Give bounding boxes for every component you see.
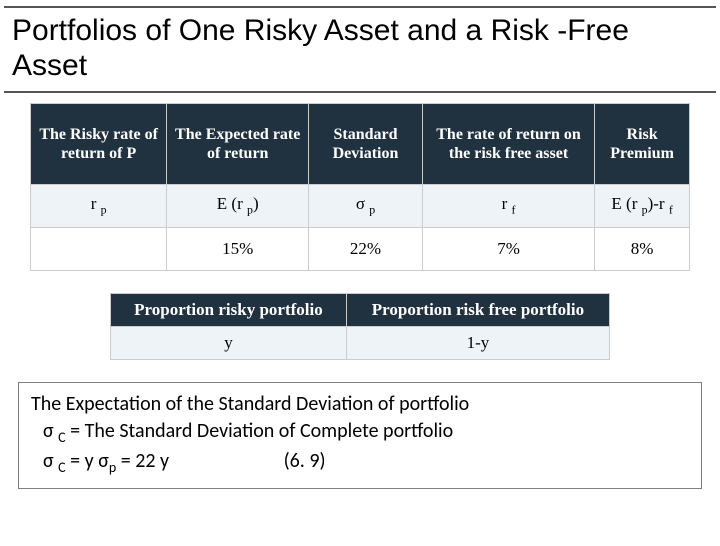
col-header: Risk Premium <box>595 104 690 185</box>
cell-premium: E (r p)-r f <box>595 185 690 228</box>
cell: 1-y <box>346 327 609 360</box>
col-header: The Risky rate of return of P <box>31 104 167 185</box>
cell-erp: E (r p) <box>167 185 309 228</box>
col-header: The Expected rate of return <box>167 104 309 185</box>
col-header: Proportion risky portfolio <box>111 294 347 327</box>
cell: 7% <box>422 228 594 271</box>
note-line: The Expectation of the Standard Deviatio… <box>31 391 689 418</box>
cell-sigmap: σ p <box>309 185 423 228</box>
cell-rp: r p <box>31 185 167 228</box>
proportion-table: Proportion risky portfolio Proportion ri… <box>110 293 610 360</box>
col-header: Standard Deviation <box>309 104 423 185</box>
title-block: Portfolios of One Risky Asset and a Risk… <box>4 6 716 93</box>
table-header-row: Proportion risky portfolio Proportion ri… <box>111 294 610 327</box>
cell: 22% <box>309 228 423 271</box>
col-header: Proportion risk free portfolio <box>346 294 609 327</box>
table-row: y 1-y <box>111 327 610 360</box>
table-header-row: The Risky rate of return of P The Expect… <box>31 104 690 185</box>
col-header: The rate of return on the risk free asse… <box>422 104 594 185</box>
cell: 8% <box>595 228 690 271</box>
cell-rf: r f <box>422 185 594 228</box>
table-row: 15% 22% 7% 8% <box>31 228 690 271</box>
slide-title: Portfolios of One Risky Asset and a Risk… <box>12 14 708 83</box>
note-box: The Expectation of the Standard Deviatio… <box>18 382 702 489</box>
cell: y <box>111 327 347 360</box>
cell <box>31 228 167 271</box>
cell: 15% <box>167 228 309 271</box>
table-row: r p E (r p) σ p r f E (r p)-r f <box>31 185 690 228</box>
note-line: σ C = y σp = 22 y (6. 9) <box>31 448 689 478</box>
slide: Portfolios of One Risky Asset and a Risk… <box>0 6 720 546</box>
note-line: σ C = The Standard Deviation of Complete… <box>31 418 689 448</box>
main-table: The Risky rate of return of P The Expect… <box>30 103 690 271</box>
